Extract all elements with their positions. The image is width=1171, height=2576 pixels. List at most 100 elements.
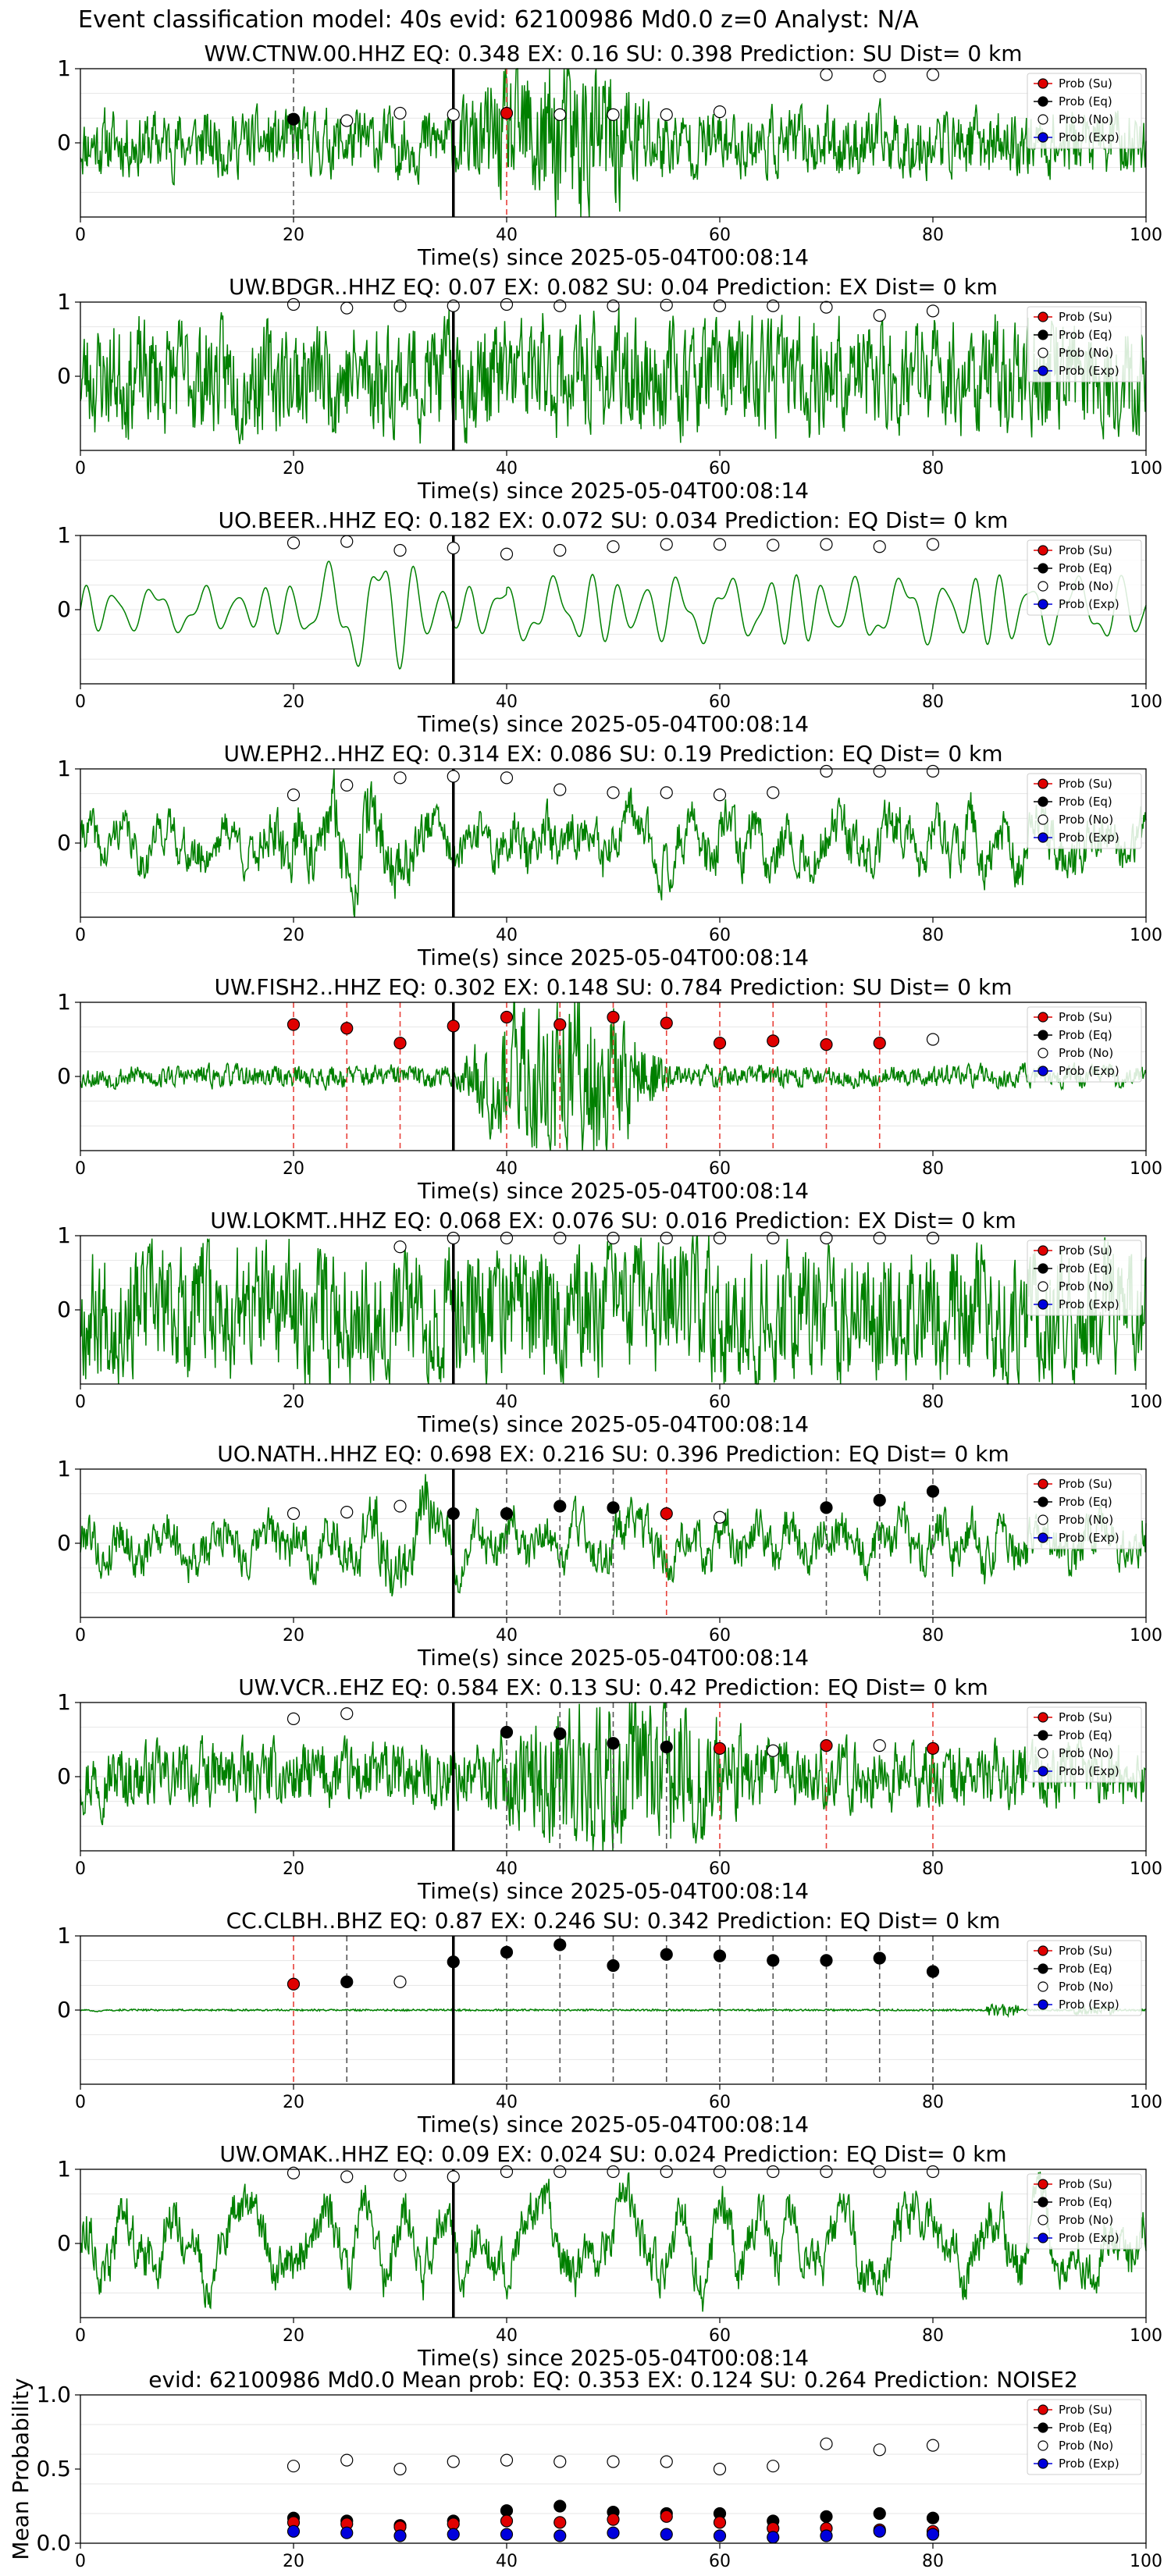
x-tick-label: 80	[922, 2326, 944, 2346]
legend-label-no: Prob (No)	[1059, 2213, 1113, 2227]
x-tick-label: 80	[922, 459, 944, 479]
legend-frame	[1027, 539, 1142, 616]
legend-label-su: Prob (Su)	[1059, 1944, 1112, 1958]
y-tick-label: 1	[57, 55, 71, 81]
prob-marker-su	[393, 1037, 407, 1050]
legend-label-exp: Prob (Exp)	[1059, 1064, 1119, 1078]
legend: Prob (Su) Prob (Eq) Prob (No) Prob (Exp)	[1027, 1240, 1142, 1316]
legend-marker-no	[1038, 1281, 1048, 1292]
legend-label-su: Prob (Su)	[1059, 2403, 1112, 2417]
legend: Prob (Su) Prob (Eq) Prob (No) Prob (Exp)	[1027, 1473, 1142, 1550]
prob-marker-no	[287, 1712, 301, 1725]
mean-point-no	[820, 2437, 833, 2450]
legend-label-no: Prob (No)	[1059, 1980, 1113, 1994]
x-tick-label: 100	[1130, 1159, 1162, 1179]
x-tick-label: 20	[283, 2093, 304, 2112]
prob-marker-no	[820, 68, 833, 81]
prob-marker-no	[607, 786, 620, 799]
x-tick-label: 20	[283, 226, 304, 245]
legend-label-su: Prob (Su)	[1059, 1710, 1112, 1724]
prob-marker-no	[340, 778, 354, 792]
prob-marker-no	[873, 1231, 886, 1245]
x-tick-label: 40	[496, 1159, 518, 1179]
mean-point-no	[926, 2439, 940, 2452]
y-tick-label: 0	[57, 1763, 71, 1789]
legend: Prob (Su) Prob (Eq) Prob (No) Prob (Exp)	[1027, 2399, 1142, 2475]
legend-marker-eq	[1038, 1730, 1048, 1741]
prob-marker-no	[660, 538, 673, 551]
x-axis-label: Time(s) since 2025-05-04T00:08:14	[417, 2112, 809, 2137]
prob-marker-su	[926, 1742, 940, 1755]
prob-marker-no	[287, 297, 301, 311]
panel-title: UO.BEER..HHZ EQ: 0.182 EX: 0.072 SU: 0.0…	[219, 507, 1009, 533]
legend-frame	[1027, 73, 1142, 149]
legend-label-eq: Prob (Eq)	[1059, 1728, 1112, 1742]
x-tick-label: 60	[709, 692, 731, 712]
y-tick-label: 0	[57, 1063, 71, 1089]
x-tick-label: 40	[496, 2326, 518, 2346]
legend: Prob (Su) Prob (Eq) Prob (No) Prob (Exp)	[1027, 2173, 1142, 2250]
prob-marker-no	[393, 106, 407, 120]
legend-label-eq: Prob (Eq)	[1059, 1028, 1112, 1042]
prob-marker-no	[873, 1739, 886, 1752]
legend-marker-su	[1038, 1245, 1048, 1256]
prob-marker-no	[393, 771, 407, 785]
prob-marker-eq	[447, 1955, 460, 1969]
prob-marker-su	[660, 1507, 673, 1521]
prob-marker-eq	[926, 1965, 940, 1978]
mean-point-exp	[447, 2528, 460, 2541]
prob-marker-no	[660, 2165, 673, 2179]
prob-marker-no	[660, 108, 673, 121]
prob-marker-no	[340, 1707, 354, 1720]
x-axis-label: Time(s) since 2025-05-04T00:08:14	[417, 1878, 809, 1904]
prob-marker-no	[340, 2170, 354, 2183]
legend-label-eq: Prob (Eq)	[1059, 1962, 1112, 1976]
y-tick-label: 1	[57, 2156, 71, 2182]
prob-marker-no	[926, 1231, 940, 1245]
legend-marker-no	[1038, 1514, 1048, 1525]
prob-marker-no	[873, 764, 886, 778]
waveform-trace	[80, 2171, 1147, 2312]
mean-point-su	[500, 2514, 514, 2528]
legend-label-no: Prob (No)	[1059, 1046, 1113, 1060]
prob-marker-no	[607, 108, 620, 121]
prob-marker-no	[340, 114, 354, 127]
x-tick-label: 60	[709, 2326, 731, 2346]
prob-marker-no	[713, 105, 727, 119]
mean-point-exp	[287, 2524, 301, 2538]
prob-marker-eq	[287, 112, 301, 126]
mean-point-exp	[660, 2528, 673, 2541]
waveform-trace	[80, 1474, 1147, 1597]
x-tick-label: 0	[75, 2552, 86, 2571]
x-tick-label: 0	[75, 926, 86, 945]
x-tick-label: 40	[496, 692, 518, 712]
panel-title: CC.CLBH..BHZ EQ: 0.87 EX: 0.246 SU: 0.34…	[226, 1908, 1001, 1934]
legend-label-no: Prob (No)	[1059, 1279, 1113, 1293]
prob-marker-no	[553, 783, 567, 796]
prob-marker-no	[820, 538, 833, 551]
prob-marker-su	[713, 1037, 727, 1050]
x-tick-label: 0	[75, 459, 86, 479]
legend-label-eq: Prob (Eq)	[1059, 2421, 1112, 2435]
legend-label-su: Prob (Su)	[1059, 1477, 1112, 1491]
panel-title: UW.LOKMT..HHZ EQ: 0.068 EX: 0.076 SU: 0.…	[210, 1208, 1016, 1233]
mean-point-exp	[607, 2526, 620, 2539]
legend: Prob (Su) Prob (Eq) Prob (No) Prob (Exp)	[1027, 539, 1142, 616]
panel-title: UO.NATH..HHZ EQ: 0.698 EX: 0.216 SU: 0.3…	[217, 1441, 1009, 1467]
legend-label-exp: Prob (Exp)	[1059, 1297, 1119, 1311]
y-tick-label: 1	[57, 289, 71, 315]
mean-point-exp	[767, 2531, 780, 2544]
prob-marker-eq	[340, 1975, 354, 1988]
prob-marker-no	[820, 301, 833, 314]
legend-label-exp: Prob (Exp)	[1059, 1531, 1119, 1545]
x-tick-label: 0	[75, 2326, 86, 2346]
y-tick-label: 0	[57, 1997, 71, 2023]
x-axis-label: Time(s) since 2025-05-04T00:08:14	[417, 945, 809, 970]
legend-frame	[1027, 1006, 1142, 1083]
station-panel: WW.CTNW.00.HHZ EQ: 0.348 EX: 0.16 SU: 0.…	[57, 41, 1162, 270]
prob-marker-eq	[500, 1945, 514, 1959]
prob-marker-no	[660, 786, 673, 799]
station-panel: UW.FISH2..HHZ EQ: 0.302 EX: 0.148 SU: 0.…	[57, 974, 1162, 1204]
prob-marker-no	[393, 1500, 407, 1513]
